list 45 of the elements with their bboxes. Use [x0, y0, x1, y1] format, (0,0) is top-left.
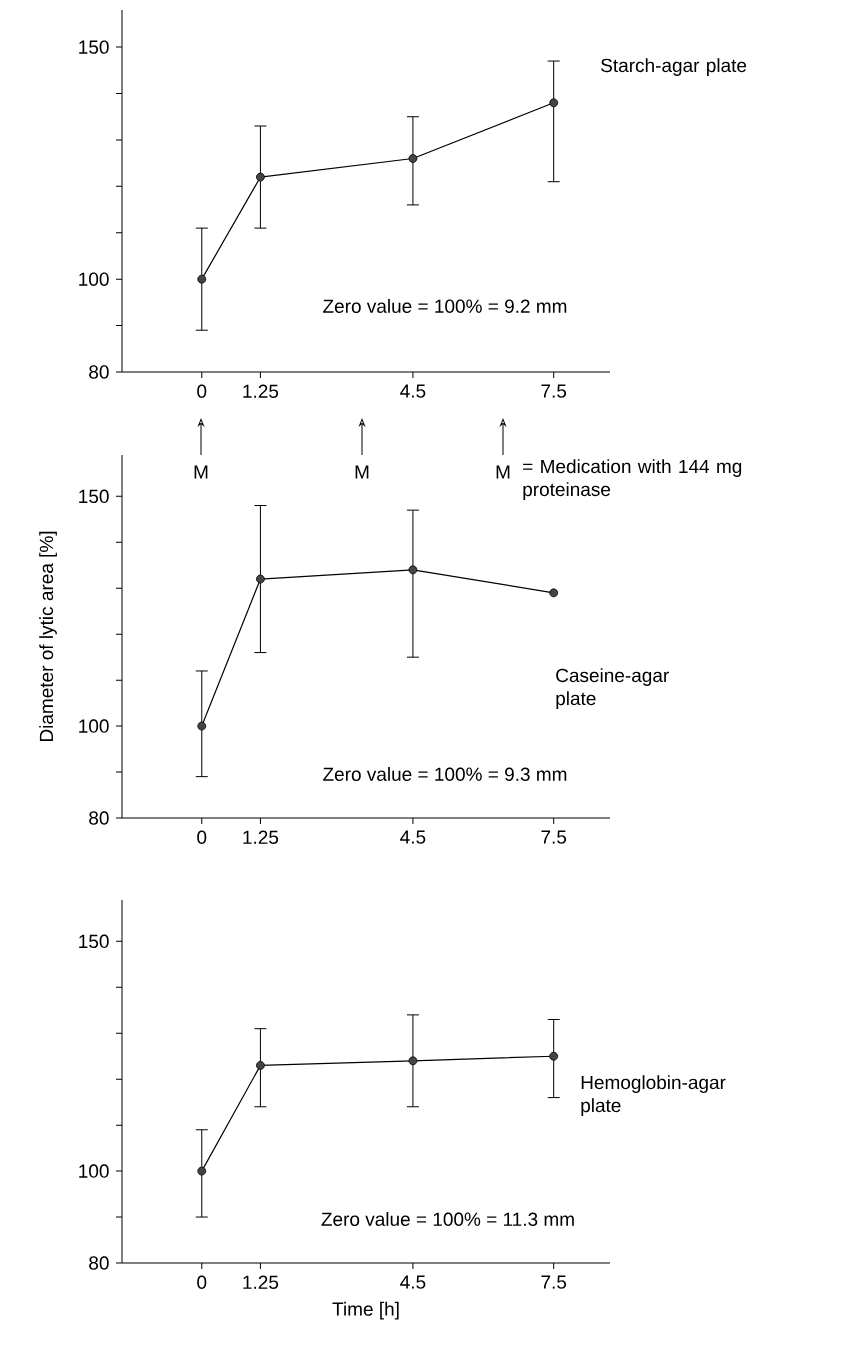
annotation: M	[355, 465, 369, 479]
x-tick-label: 7.5	[541, 384, 567, 398]
point	[408, 154, 418, 163]
annotation: Zero value = 100% = 9.2 mm	[323, 299, 567, 313]
point	[408, 565, 418, 575]
y-tick-label: 100	[79, 272, 109, 286]
x-tick-label: 7.5	[541, 830, 567, 844]
y-tick-label: 150	[79, 489, 109, 504]
x-tick-label: 4.5	[400, 830, 426, 844]
y-tick-label: 100	[79, 719, 109, 733]
text: Starch-agar plate	[601, 58, 747, 76]
y-tick-label: 80	[89, 811, 109, 825]
annotation: = Medication with 144 mg proteinase	[523, 459, 742, 500]
annotation: M	[194, 465, 208, 479]
y-tick-label: 80	[89, 365, 109, 379]
y-axis-title: Diameter of lytic area [%]	[39, 531, 57, 742]
x-tick-label: 7.5	[541, 1275, 567, 1289]
x-tick-label: 0	[197, 1275, 207, 1289]
x-tick-label: 1.25	[243, 830, 279, 844]
point	[549, 588, 559, 598]
y-tick-label: 150	[79, 40, 109, 54]
y-tick-label: 150	[79, 934, 109, 949]
point	[549, 1051, 559, 1061]
text: Caseine-agar plate	[556, 668, 669, 709]
x-tick-label: 4.5	[400, 384, 426, 398]
annotation: Zero value = 100% = 11.3 mm	[321, 1212, 574, 1226]
annotation: M	[496, 465, 510, 479]
x-tick-label: 1.25	[243, 1275, 279, 1289]
point	[256, 574, 265, 584]
x-tick-label: 4.5	[400, 1275, 426, 1289]
point	[197, 1166, 207, 1176]
annotation: Zero value = 100% = 9.3 mm	[323, 767, 567, 781]
point	[197, 274, 207, 284]
point	[256, 1061, 265, 1070]
text: Hemoglobin-agar plate	[581, 1075, 726, 1116]
x-tick-label: 1.25	[243, 384, 279, 398]
x-tick-label: 0	[197, 830, 207, 844]
y-tick-label: 80	[89, 1256, 109, 1270]
point	[256, 172, 265, 182]
point	[549, 98, 559, 108]
point	[197, 721, 207, 731]
y-tick-label: 100	[79, 1164, 109, 1178]
point	[408, 1056, 418, 1066]
x-axis-title: Time [h]	[332, 1301, 399, 1320]
x-tick-label: 0	[197, 384, 207, 398]
